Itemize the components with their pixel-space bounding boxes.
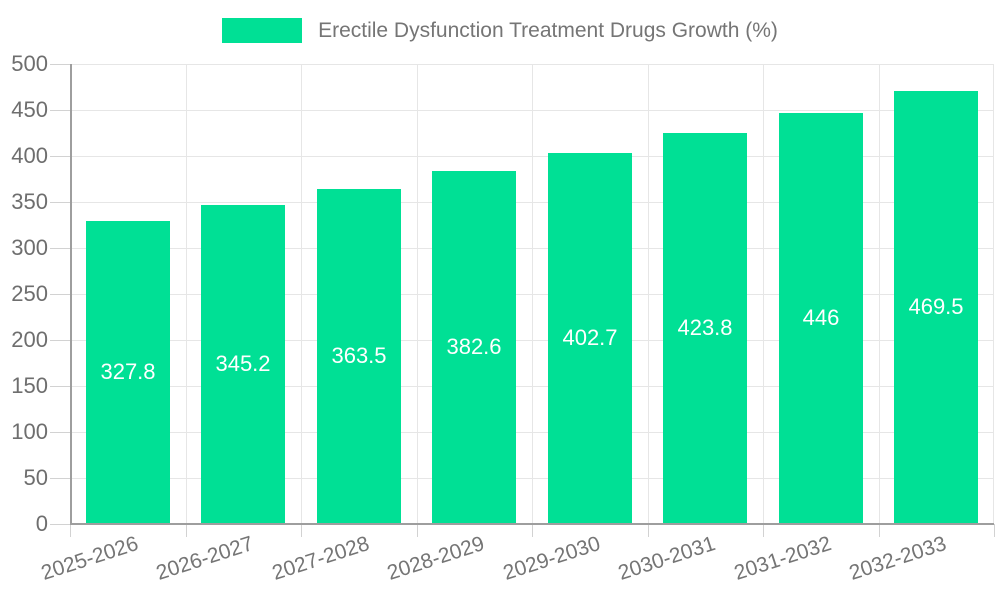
y-axis-tick xyxy=(50,386,70,387)
x-axis-tick xyxy=(417,524,418,537)
y-tick-label: 350 xyxy=(11,189,48,214)
bar[interactable] xyxy=(86,221,170,523)
x-axis-tick xyxy=(532,524,533,537)
y-tick-label: 450 xyxy=(11,97,48,122)
gridline-vertical xyxy=(532,64,533,524)
chart-legend-item[interactable]: Erectile Dysfunction Treatment Drugs Gro… xyxy=(0,18,1000,43)
bar-value-label: 382.6 xyxy=(446,334,502,359)
bar[interactable] xyxy=(894,91,978,523)
gridline-vertical xyxy=(648,64,649,524)
gridline-vertical xyxy=(417,64,418,524)
y-tick-label: 50 xyxy=(23,465,48,490)
bar-value-label: 423.8 xyxy=(677,315,733,340)
bar[interactable] xyxy=(201,205,285,523)
bar-value-label: 345.2 xyxy=(215,351,271,376)
y-tick-label: 250 xyxy=(11,281,48,306)
bar[interactable] xyxy=(432,171,516,523)
y-axis-tick xyxy=(50,478,70,479)
y-axis-tick xyxy=(50,432,70,433)
y-axis-tick xyxy=(50,524,70,525)
bar-value-label: 327.8 xyxy=(100,359,156,384)
y-tick-label: 500 xyxy=(11,51,48,76)
gridline-vertical xyxy=(993,64,994,524)
x-axis-tick xyxy=(648,524,649,537)
bar-value-label: 446 xyxy=(802,305,840,330)
bar[interactable] xyxy=(663,133,747,523)
bar[interactable] xyxy=(317,189,401,523)
legend-label: Erectile Dysfunction Treatment Drugs Gro… xyxy=(318,19,778,42)
y-tick-label: 200 xyxy=(11,327,48,352)
y-tick-label: 300 xyxy=(11,235,48,260)
x-axis-tick xyxy=(186,524,187,537)
y-axis-line xyxy=(70,64,72,524)
x-axis-tick xyxy=(994,524,995,537)
x-axis-line xyxy=(70,523,994,525)
bar-value-label: 469.5 xyxy=(908,294,964,319)
x-axis-tick xyxy=(70,524,71,537)
y-axis-tick xyxy=(50,202,70,203)
bar-value-label: 363.5 xyxy=(331,343,387,368)
y-tick-label: 400 xyxy=(11,143,48,168)
y-axis-tick xyxy=(50,294,70,295)
x-axis-tick xyxy=(763,524,764,537)
x-axis-tick xyxy=(301,524,302,537)
y-axis-tick xyxy=(50,64,70,65)
y-axis-tick xyxy=(50,340,70,341)
gridline-vertical xyxy=(763,64,764,524)
y-tick-label: 100 xyxy=(11,419,48,444)
bar-value-label: 402.7 xyxy=(562,325,618,350)
y-axis-tick xyxy=(50,156,70,157)
y-tick-label: 0 xyxy=(35,511,48,536)
gridline-vertical xyxy=(879,64,880,524)
x-axis-tick xyxy=(879,524,880,537)
bar[interactable] xyxy=(779,113,863,523)
y-tick-label: 150 xyxy=(11,373,48,398)
gridline-vertical xyxy=(186,64,187,524)
gridline-vertical xyxy=(301,64,302,524)
legend-swatch xyxy=(222,18,303,43)
y-axis-tick xyxy=(50,248,70,249)
bar[interactable] xyxy=(548,153,632,523)
y-axis-tick xyxy=(50,110,70,111)
